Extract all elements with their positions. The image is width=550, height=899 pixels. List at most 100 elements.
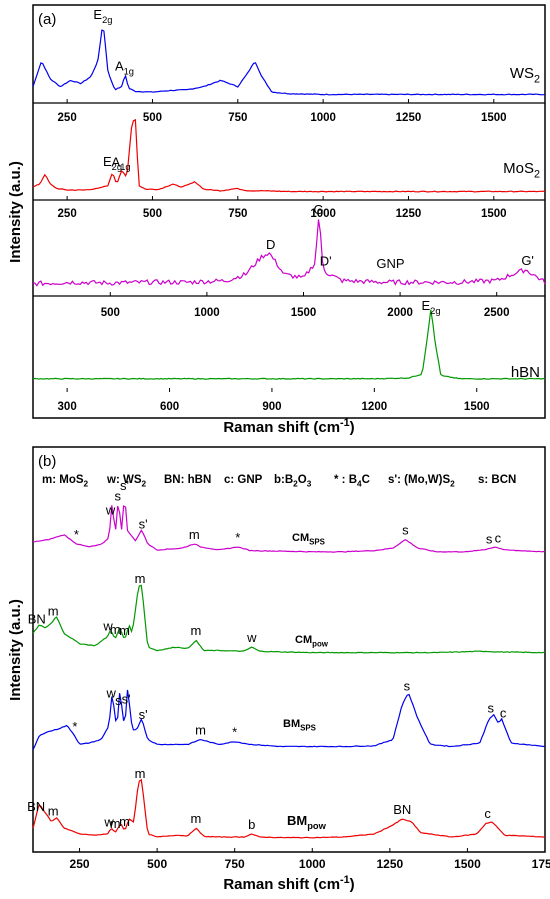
peak-label: w (103, 815, 114, 830)
peak-label: m (135, 766, 146, 781)
peak-label: A1g (115, 59, 134, 77)
x-tick-label: 500 (101, 307, 120, 319)
sample-name: BMSPS (283, 718, 316, 732)
x-tick-label: 250 (58, 208, 77, 220)
legend-entry: * : B4C (334, 474, 370, 488)
peak-label: w (106, 685, 117, 700)
panel-a: (a) 250 500 750 1000 1250 1500 E2g A1g WS2 250 500 7… (7, 4, 546, 436)
legend-entry: c: GNP (224, 474, 263, 486)
x-tick-label: 750 (228, 208, 247, 220)
x-tick-label: 1750 (532, 857, 550, 871)
panel-b-label: (b) (38, 453, 56, 470)
peak-label: m (119, 814, 130, 829)
legend-entry: b:B2O3 (274, 474, 312, 488)
legend-entry: s: BCN (478, 474, 516, 486)
x-tick-label: 600 (160, 401, 179, 413)
x-tick-label: 500 (147, 857, 167, 871)
peak-label: c (484, 806, 491, 821)
peak-label: D (266, 237, 275, 252)
series-CMSPS: CMSPS*wss's'm * ss c (32, 478, 546, 553)
peak-label: A1g (112, 154, 131, 172)
legend-entry: BN: hBN (164, 474, 211, 486)
x-tick-label: 1000 (310, 208, 336, 220)
series-line-WS2 (32, 29, 545, 96)
peak-label: s (487, 700, 494, 715)
peak-label: m (119, 623, 130, 638)
x-axis-label: Raman shift (cm-1) (223, 874, 354, 893)
x-tick-label: 300 (58, 401, 77, 413)
subplot-GNP: 500 1000 1500 2000 2500 D G D' GNP G' (32, 199, 546, 319)
peak-label: s' (122, 692, 131, 707)
x-tick-label: 250 (70, 857, 90, 871)
legend-entry: s': (Mo,W)S2 (388, 474, 455, 488)
x-tick-label: 750 (225, 857, 245, 871)
peak-label: m (195, 723, 206, 738)
x-tick-label: 500 (143, 208, 162, 220)
panel-b-frame (32, 446, 546, 853)
panel-a-frame (32, 4, 546, 419)
x-axis-label: Raman shift (cm-1) (223, 417, 354, 436)
series-BMSPS: BMSPS*w s s's'm *ss c (32, 679, 546, 751)
x-tick-label: 750 (228, 112, 247, 124)
sample-name: WS2 (510, 65, 540, 86)
subplot-WS2: 250 500 750 1000 1250 1500 E2g A1g WS2 (32, 7, 545, 124)
sample-name: BMpow (287, 813, 327, 831)
peak-label: D' (320, 253, 332, 268)
panel-b: (b) m: MoS2 w: WS2 BN: hBN c: GNP b:B2O3 * : B… (7, 446, 550, 893)
peak-label: BN (28, 611, 46, 626)
peak-label: s (402, 523, 409, 538)
x-tick-label: 1500 (464, 401, 490, 413)
series-line-BMpow (32, 778, 545, 839)
peak-label: m (189, 527, 200, 542)
peak-label: m (190, 623, 201, 638)
peak-label: s (114, 488, 121, 503)
peak-label: s' (139, 707, 148, 722)
peak-label: m (110, 816, 121, 831)
peak-label: E2g (93, 7, 112, 25)
x-tick-label: 1000 (310, 112, 336, 124)
legend-entry: w: WS2 (106, 474, 147, 488)
sample-name: MoS2 (503, 160, 540, 181)
peak-label: s (486, 532, 493, 547)
x-tick-label: 1250 (396, 112, 422, 124)
peak-label: m (190, 811, 201, 826)
y-axis-label: Intensity (a.u.) (7, 161, 24, 263)
x-tick-label: 1250 (376, 857, 403, 871)
peak-label: BN (27, 799, 45, 814)
x-tick-label: 1500 (481, 112, 507, 124)
series-line-BMSPS (32, 689, 546, 751)
peak-label: c (500, 706, 507, 721)
panel-a-label: (a) (38, 11, 56, 28)
peak-label: s' (139, 516, 148, 531)
legend-entry: m: MoS2 (42, 474, 89, 488)
peak-label: c (495, 531, 502, 546)
x-tick-label: 1200 (362, 401, 388, 413)
peak-label: G (313, 202, 323, 217)
peak-label: w (105, 502, 116, 517)
sample-name: CMpow (295, 634, 329, 648)
y-axis-label: Intensity (a.u.) (7, 599, 24, 701)
x-tick-label: 1500 (454, 857, 481, 871)
peak-label: E2g (421, 298, 440, 316)
peak-label: * (72, 719, 77, 734)
x-tick-label: 250 (58, 112, 77, 124)
peak-label: b (248, 817, 255, 832)
series-line-hBN (32, 309, 546, 380)
subplot-hBN: 300 600 900 1200 1500 E2g hBN (32, 295, 546, 413)
x-tick-label: 900 (262, 401, 281, 413)
series-line-GNP (32, 219, 546, 287)
peak-label: s (404, 679, 411, 694)
series-line-CMSPS (32, 505, 546, 553)
peak-label: m (110, 622, 121, 637)
sample-name: hBN (511, 364, 540, 381)
peak-label: * (232, 725, 237, 740)
x-tick-label: 2000 (387, 307, 413, 319)
x-tick-label: 500 (143, 112, 162, 124)
peak-label: * (74, 527, 79, 542)
x-tick-label: 1000 (194, 307, 220, 319)
series-line-MoS2 (32, 118, 546, 193)
